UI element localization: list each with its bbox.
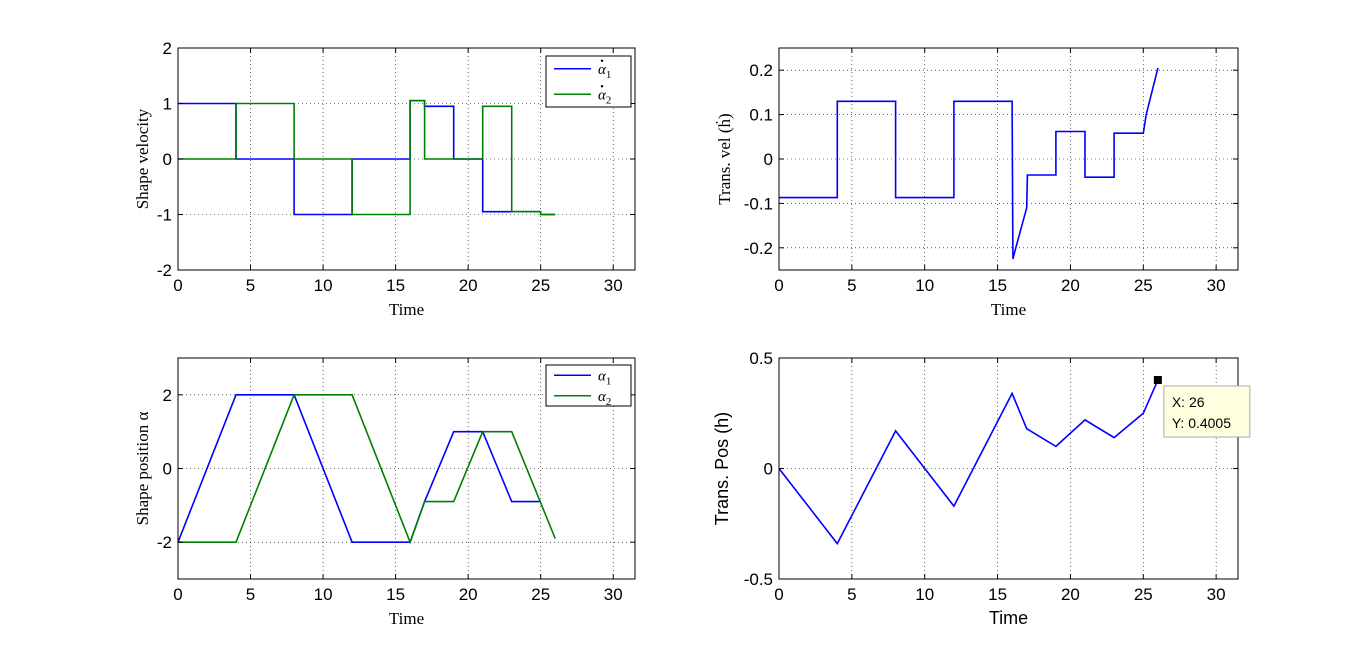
p2-ytick-label-0: -2 <box>157 533 172 552</box>
p0-ytick-label-1: -1 <box>157 206 172 225</box>
p3-ytick-label-1: 0 <box>764 460 773 479</box>
p0-xtick-label-5: 25 <box>531 276 550 295</box>
p2-ytick-label-2: 2 <box>163 386 172 405</box>
p1-ytick-label-4: 0.2 <box>749 61 773 80</box>
p2-xtick-label-0: 0 <box>173 585 182 604</box>
p3-datatip-box <box>1163 385 1251 438</box>
p0-xtick-label-4: 20 <box>459 276 478 295</box>
p1-ytick-label-3: 0.1 <box>749 106 773 125</box>
p0-xtick-label-1: 5 <box>246 276 255 295</box>
p2-xtick-label-1: 5 <box>246 585 255 604</box>
p1-xtick-label-2: 10 <box>915 276 934 295</box>
p3-datatip-y: Y: 0.4005 <box>1172 415 1231 431</box>
p0-legend-box <box>545 55 632 108</box>
p1-ytick-label-2: 0 <box>764 150 773 169</box>
shape-velocity-plot: 0 5 10 15 20 25 30 -2 -1 0 1 2 Time Shape velocity α1α… <box>133 39 636 319</box>
p3-xtick-label-2: 10 <box>915 585 934 604</box>
p1-xtick-label-0: 0 <box>774 276 783 295</box>
p2-ylabel: Shape position α <box>133 412 152 526</box>
p1-xtick-label-1: 5 <box>847 276 856 295</box>
p0-legend-dot-2 <box>600 85 604 88</box>
p3-ytick-label-0: -0.5 <box>744 570 773 589</box>
p0-ytick-label-3: 1 <box>163 95 172 114</box>
p2-xtick-label-6: 30 <box>604 585 623 604</box>
p2-xtick-label-4: 20 <box>459 585 478 604</box>
p3-datatip[interactable]: X: 26 Y: 0.4005 <box>1153 375 1251 438</box>
p3-xtick-label-5: 25 <box>1134 585 1153 604</box>
p0-series-2-line <box>178 99 556 216</box>
p3-ytick-label-2: 0.5 <box>749 349 773 368</box>
p3-xtick-label-0: 0 <box>774 585 783 604</box>
p3-datatip-marker[interactable] <box>1153 375 1162 384</box>
p0-ylabel: Shape velocity <box>133 108 152 209</box>
p3-xlabel: Time <box>989 608 1028 628</box>
p3-ylabel: Trans. Pos (h) <box>712 412 732 525</box>
p3-series-1-line <box>778 379 1159 546</box>
p1-ytick-label-0: -0.2 <box>744 239 773 258</box>
p0-xlabel: Time <box>389 300 424 319</box>
p1-xtick-label-3: 15 <box>988 276 1007 295</box>
p0-ytick-label-2: 0 <box>163 150 172 169</box>
p3-xtick-label-6: 30 <box>1207 585 1226 604</box>
p0-ytick-label-0: -2 <box>157 261 172 280</box>
p0-xtick-label-6: 30 <box>604 276 623 295</box>
p0-xtick-label-2: 10 <box>314 276 333 295</box>
p3-xtick-label-3: 15 <box>988 585 1007 604</box>
p3-xtick-label-1: 5 <box>847 585 856 604</box>
p2-ytick-label-1: 0 <box>163 460 172 479</box>
p1-xlabel: Time <box>991 300 1026 319</box>
p1-series-1-line <box>779 67 1159 260</box>
p0-xtick-label-0: 0 <box>173 276 182 295</box>
p2-xtick-label-3: 15 <box>386 585 405 604</box>
p2-xtick-label-2: 10 <box>314 585 333 604</box>
p2-legend-box <box>545 364 632 407</box>
p1-xtick-label-4: 20 <box>1061 276 1080 295</box>
p2-xlabel: Time <box>389 609 424 628</box>
p0-xtick-label-3: 15 <box>386 276 405 295</box>
p2-xtick-label-5: 25 <box>531 585 550 604</box>
p1-xtick-label-6: 30 <box>1207 276 1226 295</box>
p3-datatip-x: X: 26 <box>1172 394 1205 410</box>
p1-ylabel: Trans. vel (ḣ) <box>715 113 734 204</box>
p3-xtick-label-4: 20 <box>1061 585 1080 604</box>
p0-legend-dot-1 <box>600 59 604 62</box>
p2-series-2-line <box>178 393 556 545</box>
translational-velocity-plot: 0 5 10 15 20 25 30 -0.2 -0.1 0 0.1 0.2 Time Trans. ve… <box>715 47 1239 319</box>
p1-xtick-label-5: 25 <box>1134 276 1153 295</box>
p0-ytick-label-4: 2 <box>163 39 172 58</box>
p1-ytick-label-1: -0.1 <box>744 194 773 213</box>
